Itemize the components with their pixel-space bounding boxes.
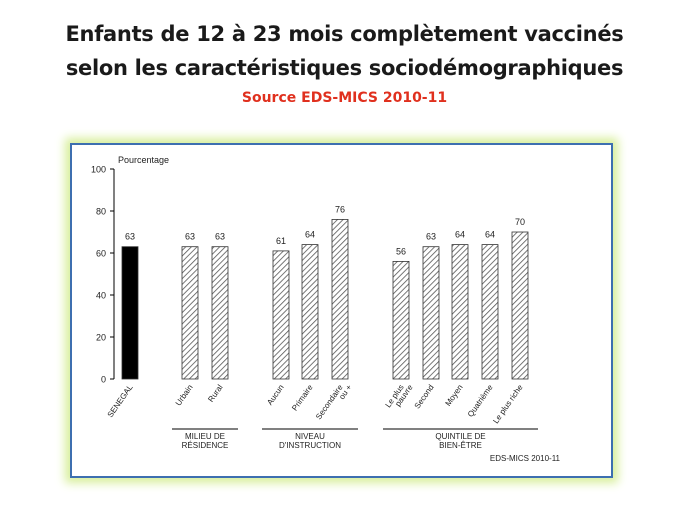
- y-tick-label: 100: [91, 165, 106, 175]
- bar-value-label: 64: [305, 230, 315, 240]
- x-category-label: Primaire: [290, 383, 315, 413]
- group-label-line1: QUINTILE DE: [435, 432, 485, 441]
- slide-title-line1: Enfants de 12 à 23 mois complètement vac…: [65, 22, 624, 46]
- bar-9: [481, 244, 499, 380]
- x-category-label: Secondaire: [314, 383, 345, 422]
- bar-value-label: 64: [485, 230, 495, 240]
- bar-value-label: 63: [215, 232, 225, 242]
- bar-4: [301, 244, 319, 380]
- bar-chart: 0 20 40 60 80 100 Pourcentage 63 SENEGAL 63 Urbain…: [91, 155, 561, 463]
- bar-2: [211, 246, 229, 380]
- bar-10: [511, 231, 529, 380]
- bar-value-label: 63: [185, 232, 195, 242]
- bar-3: [272, 250, 290, 380]
- x-category-label: SENEGAL: [106, 383, 135, 420]
- x-category-label: Le plus riche: [491, 383, 525, 426]
- y-tick-label: 20: [96, 333, 106, 343]
- bar-1: [181, 246, 199, 380]
- group-label-line2: BIEN-ÊTRE: [439, 441, 482, 450]
- slide-source: Source EDS-MICS 2010-11: [241, 90, 448, 106]
- x-category-label: Quatrième: [466, 383, 495, 419]
- bar-0: [121, 246, 139, 380]
- chart-footer-note: EDS-MICS 2010-11: [490, 454, 561, 463]
- x-category-label: Aucun: [265, 383, 285, 407]
- x-category-label: Second: [413, 383, 436, 410]
- y-tick-label: 0: [101, 375, 106, 385]
- bar-8: [451, 244, 469, 380]
- x-category-label: Rural: [206, 383, 224, 404]
- group-label-line1: MILIEU DE: [185, 432, 225, 441]
- bar-value-label: 63: [426, 232, 436, 242]
- chart-panel: 0 20 40 60 80 100 Pourcentage 63 SENEGAL 63 Urbain…: [70, 143, 613, 478]
- x-category-label: Moyen: [443, 383, 464, 408]
- bar-value-label: 61: [276, 236, 286, 246]
- bar-7: [422, 246, 440, 380]
- bar-value-label: 56: [396, 246, 406, 256]
- group-label-line2: RÉSIDENCE: [182, 441, 229, 450]
- bar-6: [392, 261, 410, 380]
- y-axis-title: Pourcentage: [118, 155, 169, 165]
- group-label-line2: D'INSTRUCTION: [279, 441, 341, 450]
- bar-5: [331, 219, 349, 380]
- y-tick-label: 60: [96, 249, 106, 259]
- slide-title-line2: selon les caractéristiques sociodémograp…: [65, 56, 624, 80]
- bar-value-label: 76: [335, 204, 345, 214]
- bar-value-label: 63: [125, 232, 135, 242]
- group-label-line1: NIVEAU: [295, 432, 325, 441]
- y-tick-label: 40: [96, 291, 106, 301]
- bar-value-label: 64: [455, 230, 465, 240]
- y-tick-label: 80: [96, 207, 106, 217]
- x-category-label: Urbain: [174, 383, 195, 407]
- bar-value-label: 70: [515, 217, 525, 227]
